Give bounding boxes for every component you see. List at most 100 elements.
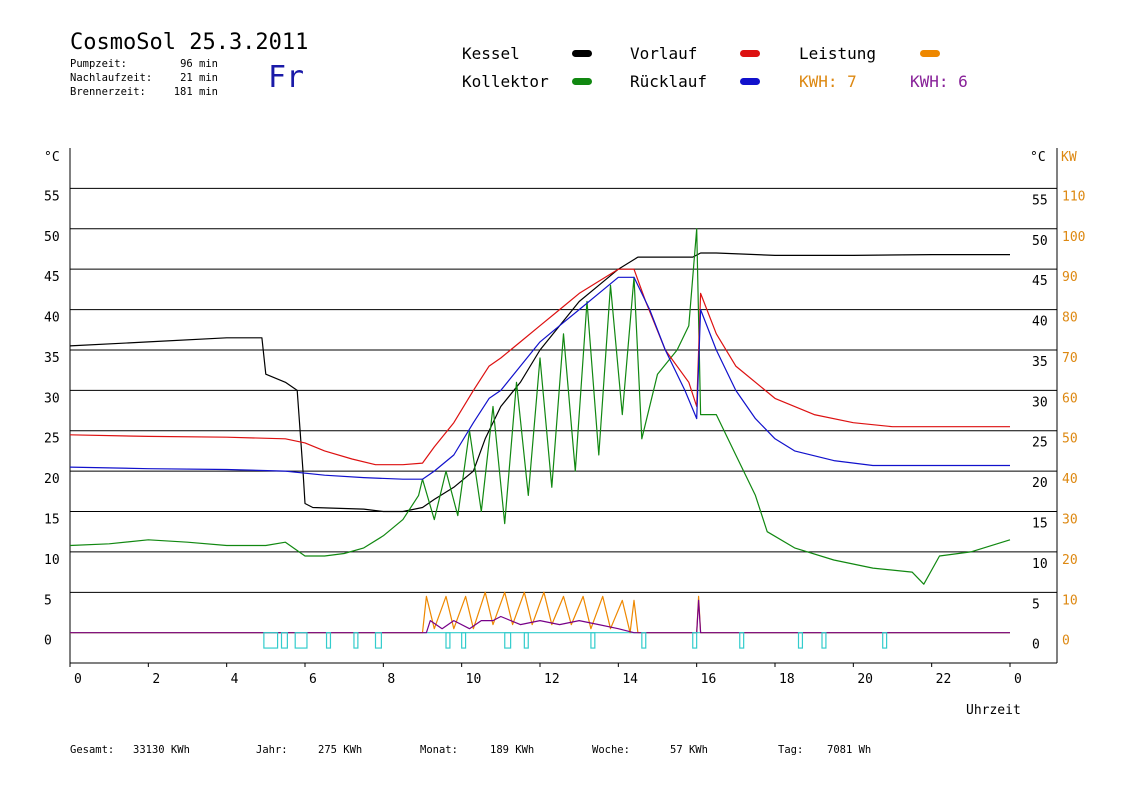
chart-pump-pulses: [263, 632, 888, 649]
footer-label-gesamt: Gesamt:: [70, 744, 115, 756]
pump-pulse-0: [263, 632, 279, 649]
y-tick-left-50: 50: [44, 230, 60, 245]
series-line-kessel: [69, 252, 1010, 513]
legend-label-leistung: Leistung: [799, 44, 877, 63]
y-tick-right-15: 15: [1032, 517, 1048, 532]
y2-tick-20: 20: [1062, 553, 1078, 568]
stat-label-pumpzeit: Pumpzeit:: [70, 58, 127, 70]
y-tick-right-35: 35: [1032, 355, 1048, 370]
y-tick-left-20: 20: [44, 472, 60, 487]
x-tick-2: 4: [231, 672, 239, 687]
y2-tick-0: 0: [1062, 634, 1070, 649]
y-tick-left-55: 55: [44, 189, 60, 204]
stat-value-brennerzeit: 181 min: [173, 86, 218, 98]
x-axis-label: Uhrzeit: [966, 703, 1021, 718]
y-axis-label-right: °C: [1030, 150, 1046, 165]
pump-pulse-10: [590, 632, 596, 649]
pump-pulse-12: [692, 632, 698, 649]
x-tick-11: 22: [936, 672, 952, 687]
y2-tick-110: 110: [1062, 189, 1085, 204]
pump-pulse-14: [797, 632, 804, 649]
y-tick-right-45: 45: [1032, 274, 1048, 289]
footer-label-monat: Monat:: [420, 744, 458, 756]
footer-value-jahr: 275 KWh: [318, 744, 363, 756]
pump-pulse-8: [504, 632, 512, 649]
legend-label-ruecklauf: Rücklauf: [630, 72, 708, 91]
legend-swatch-leistung: [920, 50, 940, 57]
page-title: CosmoSol 25.3.2011: [70, 30, 309, 55]
legend-label-vorlauf: Vorlauf: [630, 44, 698, 63]
legend-swatch-kollektor: [572, 78, 592, 85]
x-tick-7: 14: [622, 672, 638, 687]
y-tick-left-5: 5: [44, 593, 52, 608]
x-tick-10: 20: [857, 672, 873, 687]
y2-tick-90: 90: [1062, 270, 1078, 285]
y2-tick-50: 50: [1062, 432, 1078, 447]
pump-pulse-3: [325, 632, 332, 649]
y-tick-right-50: 50: [1032, 234, 1048, 249]
series-line-kollektor: [69, 228, 1011, 585]
x-tick-9: 18: [779, 672, 795, 687]
y-tick-left-10: 10: [44, 553, 60, 568]
chart-axes: [69, 148, 1058, 664]
y2-tick-70: 70: [1062, 351, 1078, 366]
footer-value-tag: 7081 Wh: [827, 744, 872, 756]
y2-tick-100: 100: [1062, 230, 1085, 245]
pump-pulse-9: [523, 632, 529, 649]
stat-label-nachlaufzeit: Nachlaufzeit:: [70, 72, 153, 84]
x-tick-1: 2: [152, 672, 160, 687]
pump-pulse-13: [739, 632, 745, 649]
footer-value-woche: 57 KWh: [670, 744, 708, 756]
legend-label-kessel: Kessel: [462, 44, 520, 63]
stat-value-pumpzeit: 96 min: [180, 58, 218, 70]
x-tick-5: 10: [466, 672, 482, 687]
y-tick-right-20: 20: [1032, 476, 1048, 491]
y-tick-right-55: 55: [1032, 193, 1048, 208]
legend-kwh-purple: KWH: 6: [910, 72, 968, 91]
pump-pulse-15: [821, 632, 827, 649]
y-axis-label-right-kw: KW: [1061, 150, 1077, 165]
y-tick-right-10: 10: [1032, 557, 1048, 572]
pump-pulse-1: [280, 632, 288, 649]
series-line-vorlauf: [69, 268, 1010, 466]
pump-pulse-6: [445, 632, 451, 649]
y-tick-left-0: 0: [44, 634, 52, 649]
y-tick-left-25: 25: [44, 432, 60, 447]
y2-tick-80: 80: [1062, 311, 1078, 326]
y-tick-right-30: 30: [1032, 395, 1048, 410]
footer-label-woche: Woche:: [592, 744, 630, 756]
y2-tick-30: 30: [1062, 513, 1078, 528]
footer-label-tag: Tag:: [778, 744, 804, 756]
pump-pulse-16: [882, 632, 888, 649]
y-tick-right-0: 0: [1032, 638, 1040, 653]
x-tick-4: 8: [387, 672, 395, 687]
y-tick-left-30: 30: [44, 391, 60, 406]
chart-grid: [70, 187, 1057, 593]
footer-value-gesamt: 33130 KWh: [133, 744, 190, 756]
legend-label-kollektor: Kollektor: [462, 72, 549, 91]
pump-pulse-5: [374, 632, 382, 649]
y-tick-left-45: 45: [44, 270, 60, 285]
weekday-label: Fr: [268, 60, 305, 95]
series-line-leistung: [70, 591, 1010, 634]
x-tick-3: 6: [309, 672, 317, 687]
pump-pulse-2: [294, 632, 308, 649]
x-tick-6: 12: [544, 672, 560, 687]
x-tick-12: 0: [1014, 672, 1022, 687]
x-tick-8: 16: [701, 672, 717, 687]
series-line-ruecklauf: [69, 276, 1010, 480]
y-tick-left-15: 15: [44, 513, 60, 528]
legend-swatch-vorlauf: [740, 50, 760, 57]
x-tick-0: 0: [74, 672, 82, 687]
stat-value-nachlaufzeit: 21 min: [180, 72, 218, 84]
legend-swatch-kessel: [572, 50, 592, 57]
pump-pulse-7: [461, 632, 467, 649]
legend-swatch-ruecklauf: [740, 78, 760, 85]
y-axis-label-left: °C: [44, 150, 60, 165]
y2-tick-60: 60: [1062, 391, 1078, 406]
chart-series: [69, 228, 1011, 634]
footer-value-monat: 189 KWh: [490, 744, 535, 756]
legend-kwh-orange: KWH: 7: [799, 72, 857, 91]
y2-tick-40: 40: [1062, 472, 1078, 487]
